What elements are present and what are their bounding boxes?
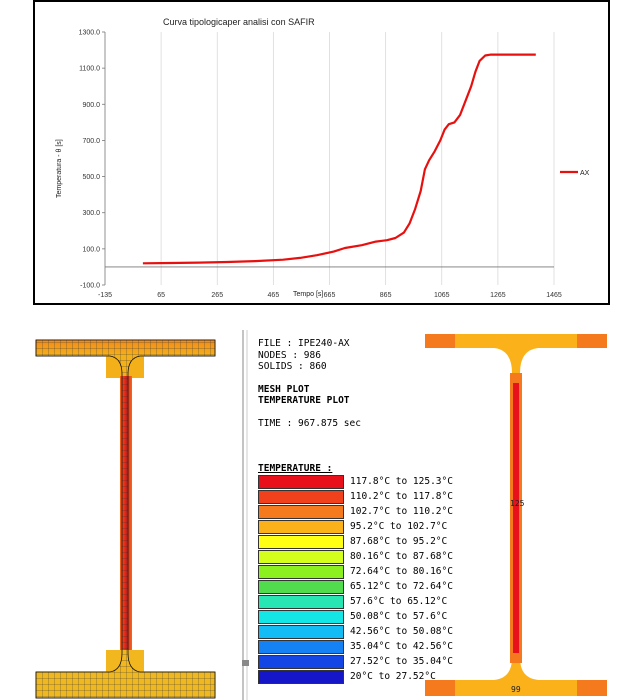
legend: AX: [560, 170, 590, 177]
ipe-section-temperature-plot: 125 99: [425, 334, 607, 696]
legend-swatch: [258, 639, 344, 654]
solids-line: SOLIDS : 860: [258, 361, 327, 372]
grid-lines: [160, 32, 555, 285]
legend-range-label: 27.52°C to 35.04°C: [350, 656, 453, 667]
legend-row: 27.52°C to 35.04°C: [258, 654, 453, 669]
legend-row: 80.16°C to 87.68°C: [258, 549, 453, 564]
nodes-line: NODES : 986: [258, 349, 321, 361]
y-tick-label: 900.0: [82, 102, 100, 109]
legend-range-label: 102.7°C to 110.2°C: [350, 506, 453, 517]
legend-row: 65.12°C to 72.64°C: [258, 579, 453, 594]
legend-row: 20°C to 27.52°C: [258, 669, 453, 684]
x-tick-label: 465: [268, 292, 280, 299]
legend-range-label: 57.6°C to 65.12°C: [350, 596, 448, 607]
panel-divider: [242, 330, 249, 700]
section-max-label: 125: [510, 499, 525, 508]
legend-swatch: [258, 504, 344, 519]
legend-range-label: 50.08°C to 57.6°C: [350, 611, 448, 622]
legend-row: 102.7°C to 110.2°C: [258, 504, 453, 519]
y-tick-label: 500.0: [82, 174, 100, 181]
legend-swatch: [258, 624, 344, 639]
y-tick-label: 700.0: [82, 138, 100, 145]
y-tick-label: 1100.0: [79, 66, 100, 73]
x-tick-label: 865: [380, 292, 392, 299]
legend-swatch: [258, 534, 344, 549]
x-tick-label: 1265: [490, 292, 506, 299]
x-tick-label: 65: [157, 292, 165, 299]
legend-swatch: [258, 579, 344, 594]
legend-row: 57.6°C to 65.12°C: [258, 594, 453, 609]
legend-row: 42.56°C to 50.08°C: [258, 624, 453, 639]
legend-range-label: 20°C to 27.52°C: [350, 671, 436, 682]
x-tick-label: -135: [98, 292, 112, 299]
safir-result-panel: FILE : IPE240-AX NODES : 986 SOLIDS : 86…: [0, 318, 631, 700]
ipe-section-mesh-plot: [35, 339, 216, 699]
model-info: FILE : IPE240-AX NODES : 986 SOLIDS : 86…: [258, 338, 361, 429]
legend-swatch: [258, 474, 344, 489]
legend-row: 35.04°C to 42.56°C: [258, 639, 453, 654]
x-tick-label: 665: [324, 292, 336, 299]
legend-range-label: 42.56°C to 50.08°C: [350, 626, 453, 637]
x-axis-label: Tempo [s]: [293, 291, 323, 298]
legend-range-label: 72.64°C to 80.16°C: [350, 566, 453, 577]
legend-swatch: [258, 489, 344, 504]
temperature-time-chart: Curva tipologicaper analisi con SAFIR -1…: [56, 17, 590, 300]
temperature-legend: 117.8°C to 125.3°C 110.2°C to 117.8°C 102.…: [258, 474, 453, 684]
section-min-label: 99: [511, 685, 521, 694]
legend-range-label: 87.68°C to 95.2°C: [350, 536, 448, 547]
legend-swatch: [258, 594, 344, 609]
legend-range-label: 65.12°C to 72.64°C: [350, 581, 453, 592]
legend-range-label: 35.04°C to 42.56°C: [350, 641, 453, 652]
series-layer: [142, 53, 536, 265]
plot-type-temperature: TEMPERATURE PLOT: [258, 395, 350, 406]
legend-swatch: [258, 669, 344, 684]
legend-swatch: [258, 564, 344, 579]
legend-range-label: 80.16°C to 87.68°C: [350, 551, 453, 562]
legend-row: 110.2°C to 117.8°C: [258, 489, 453, 504]
axes: [102, 31, 554, 286]
y-tick-label: -100.0: [80, 283, 100, 290]
temperature-legend-title: TEMPERATURE :: [258, 463, 333, 474]
legend-swatch: [258, 654, 344, 669]
x-tick-label: 265: [211, 292, 223, 299]
plot-type-mesh: MESH PLOT: [258, 383, 310, 395]
legend-label-ax: AX: [580, 170, 590, 177]
y-axis-label: Temperatura - θ [s]: [56, 139, 63, 198]
chart-title: Curva tipologicaper analisi con SAFIR: [163, 17, 315, 27]
y-tick-label: 1300.0: [79, 30, 101, 37]
file-line: FILE : IPE240-AX: [258, 338, 350, 349]
legend-swatch: [258, 519, 344, 534]
chart-panel: Curva tipologicaper analisi con SAFIR -1…: [33, 0, 610, 305]
legend-swatch: [258, 609, 344, 624]
legend-range-label: 117.8°C to 125.3°C: [350, 476, 453, 487]
legend-row: 95.2°C to 102.7°C: [258, 519, 453, 534]
series-line-ax: [142, 53, 536, 265]
y-tick-label: 100.0: [82, 246, 100, 253]
time-line: TIME : 967.875 sec: [258, 417, 361, 429]
legend-range-label: 110.2°C to 117.8°C: [350, 491, 453, 502]
hot-web-zone: [513, 383, 519, 653]
legend-swatch: [258, 549, 344, 564]
legend-row: 72.64°C to 80.16°C: [258, 564, 453, 579]
legend-row: 87.68°C to 95.2°C: [258, 534, 453, 549]
legend-row: 50.08°C to 57.6°C: [258, 609, 453, 624]
x-tick-label: 1065: [434, 292, 450, 299]
tick-labels: -135 65 265 465 665 865 1065 1265 1465 -100.0 100.…: [79, 30, 562, 300]
legend-range-label: 95.2°C to 102.7°C: [350, 521, 448, 532]
y-tick-label: 300.0: [82, 210, 100, 217]
x-tick-label: 1465: [546, 292, 562, 299]
legend-row: 117.8°C to 125.3°C: [258, 474, 453, 489]
